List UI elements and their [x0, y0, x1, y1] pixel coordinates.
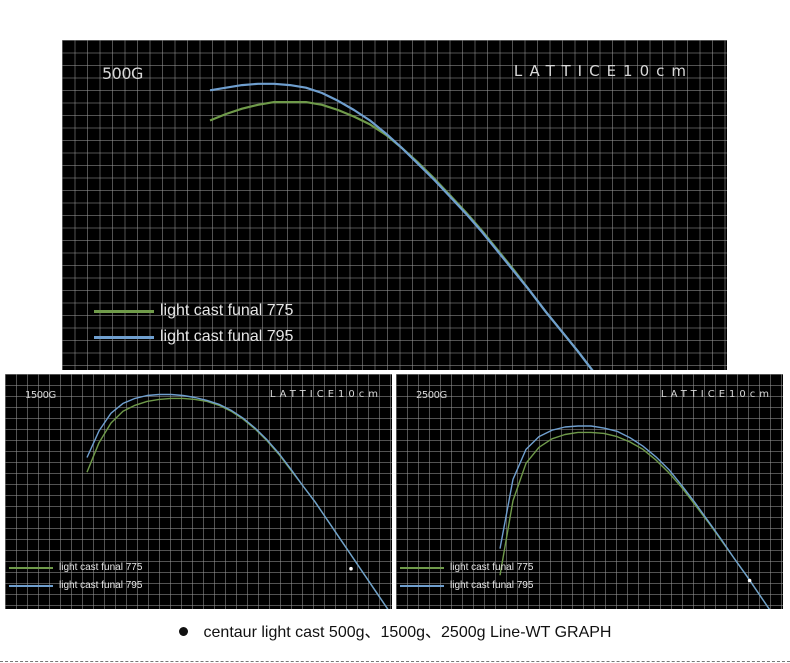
- legend-swatch-795: [94, 335, 154, 339]
- legend-item-795: light cast funal 795: [400, 580, 533, 591]
- chart-panel-500g: 500G LATTICE10cm light cast funal 775 li…: [62, 40, 727, 370]
- legend-swatch-795: [9, 584, 53, 587]
- weight-label: 1500G: [25, 390, 56, 401]
- series-line-795: [499, 425, 771, 609]
- chart-plot-2500g: [499, 425, 771, 609]
- legend-swatch-795: [400, 584, 444, 587]
- legend-swatch-775: [400, 566, 444, 569]
- data-marker: [747, 578, 752, 583]
- legend-label-795: light cast funal 795: [450, 580, 534, 591]
- legend-label-795: light cast funal 795: [59, 580, 143, 591]
- figure-caption: centaur light cast 500g、1500g、2500g Line…: [0, 618, 790, 642]
- divider: [0, 661, 790, 662]
- series-line-775: [499, 431, 771, 609]
- legend-swatch-775: [9, 566, 53, 569]
- legend-label-775: light cast funal 775: [450, 562, 534, 573]
- legend-item-795: light cast funal 795: [94, 328, 293, 346]
- legend-item-775: light cast funal 775: [94, 302, 293, 320]
- legend-item-775: light cast funal 775: [9, 562, 142, 573]
- chart-panel-2500g: 2500G LATTICE10cm light cast funal 775 l…: [396, 374, 783, 609]
- weight-label: 500G: [102, 64, 143, 83]
- legend-label-775: light cast funal 775: [59, 562, 143, 573]
- chart-plot-500g: [209, 82, 594, 370]
- lattice-label: LATTICE10cm: [513, 62, 693, 80]
- series-line-795: [86, 393, 389, 609]
- series-line-795: [209, 82, 594, 370]
- chart-panel-1500g: 1500G LATTICE10cm light cast funal 775 l…: [5, 374, 392, 609]
- series-line-775: [86, 397, 389, 609]
- lattice-label: LATTICE10cm: [660, 389, 773, 400]
- lattice-label: LATTICE10cm: [269, 389, 382, 400]
- legend-swatch-775: [94, 309, 154, 313]
- data-marker: [349, 566, 353, 571]
- legend-label-775: light cast funal 775: [160, 302, 294, 319]
- weight-label: 2500G: [416, 390, 447, 401]
- chart-plot-1500g: [86, 393, 389, 609]
- legend-item-795: light cast funal 795: [9, 580, 142, 591]
- bullet-icon: [178, 627, 188, 636]
- legend-item-775: light cast funal 775: [400, 562, 533, 573]
- caption-text: centaur light cast 500g、1500g、2500g Line…: [203, 624, 612, 641]
- legend-label-795: light cast funal 795: [160, 328, 294, 345]
